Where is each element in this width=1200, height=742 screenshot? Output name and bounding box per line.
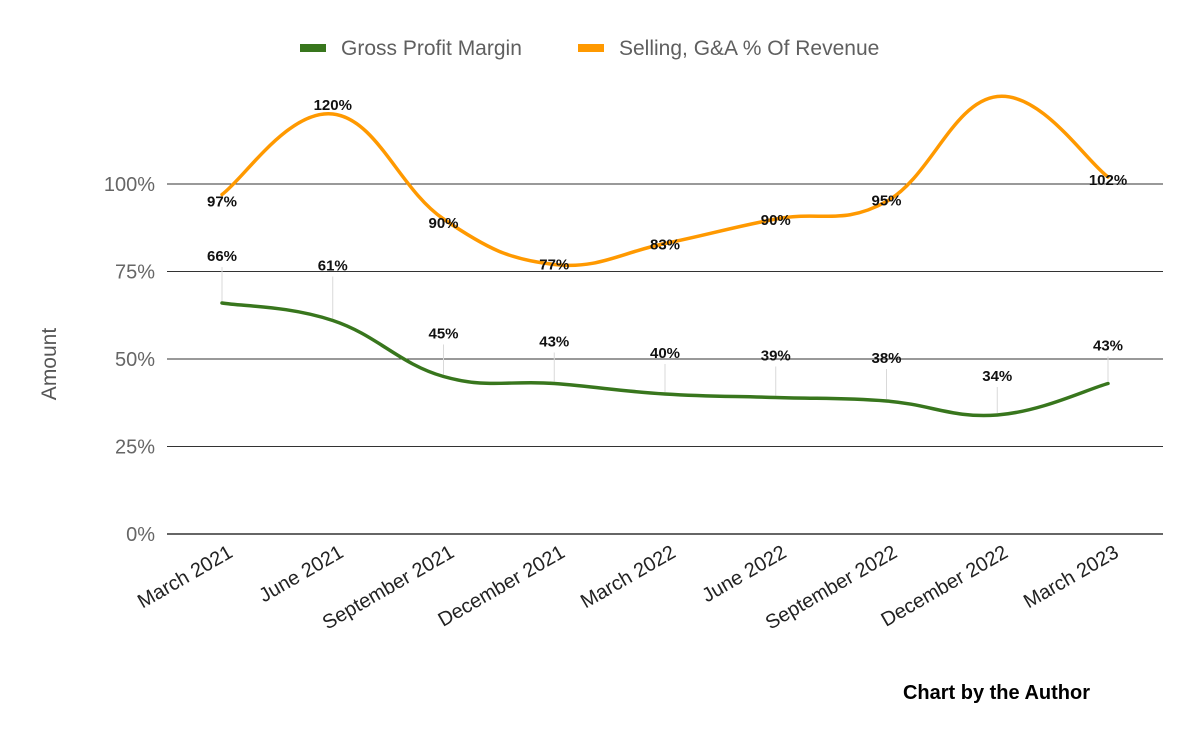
gridlines: [167, 183, 1163, 535]
data-point: [1106, 175, 1110, 179]
data-point: [331, 319, 335, 322]
label-leader-lines: [221, 267, 1109, 413]
legend-swatch-selling-ga: [578, 44, 604, 52]
data-label: 95%: [871, 193, 901, 210]
x-tick-label: June 2021: [255, 541, 347, 607]
chart-credit: Chart by the Author: [903, 682, 1090, 704]
data-label: 34%: [982, 368, 1012, 385]
legend-swatch-gross-profit-margin: [300, 44, 326, 52]
data-point: [442, 375, 445, 378]
data-label: 97%: [207, 194, 237, 211]
x-tick-label: June 2022: [698, 541, 790, 607]
data-point: [331, 112, 335, 116]
data-label: 43%: [1093, 338, 1123, 355]
data-label: 38%: [871, 350, 901, 367]
series-lines: [220, 94, 1110, 418]
legend-label-gross-profit-margin: Gross Profit Margin: [341, 37, 522, 60]
data-point: [552, 382, 556, 385]
data-point: [885, 200, 888, 203]
data-label: 90%: [761, 212, 791, 229]
y-tick-label: 25%: [115, 437, 155, 459]
data-label: 61%: [318, 258, 348, 275]
y-axis-title: Amount: [38, 328, 61, 401]
data-label: 83%: [650, 237, 680, 254]
data-point: [663, 242, 667, 245]
data-label: 77%: [539, 257, 569, 274]
data-point: [663, 392, 667, 396]
legend-label-selling-ga: Selling, G&A % Of Revenue: [619, 37, 879, 60]
data-label: 39%: [761, 348, 791, 365]
x-tick-label: March 2022: [577, 541, 679, 613]
data-label: 66%: [207, 248, 237, 265]
legend: Gross Profit Margin Selling, G&A % Of Re…: [300, 37, 879, 60]
data-point: [220, 193, 224, 196]
y-axis: 0% 25% 50% 75% 100%: [104, 174, 155, 546]
data-labels: 66% 61% 45% 43% 40% 39% 38% 34% 43% 97% 120% 90% 77%…: [207, 97, 1127, 385]
data-point: [774, 217, 778, 221]
data-point: [995, 95, 999, 98]
y-tick-label: 100%: [104, 174, 155, 196]
data-point: [552, 263, 556, 266]
data-label: 40%: [650, 345, 680, 362]
data-point: [442, 217, 445, 221]
data-point: [774, 396, 778, 399]
y-tick-label: 75%: [115, 262, 155, 284]
data-label: 43%: [539, 334, 569, 351]
data-point: [995, 413, 999, 417]
data-label: 102%: [1089, 172, 1127, 189]
x-tick-label: March 2021: [134, 541, 236, 613]
y-tick-label: 50%: [115, 349, 155, 371]
data-point: [220, 301, 224, 305]
x-tick-label: March 2023: [1020, 541, 1122, 613]
data-point: [885, 399, 888, 403]
y-tick-label: 0%: [126, 524, 155, 546]
data-point: [1106, 382, 1110, 385]
data-label: 45%: [428, 326, 458, 343]
data-label: 90%: [428, 215, 458, 232]
data-label: 120%: [314, 97, 352, 114]
